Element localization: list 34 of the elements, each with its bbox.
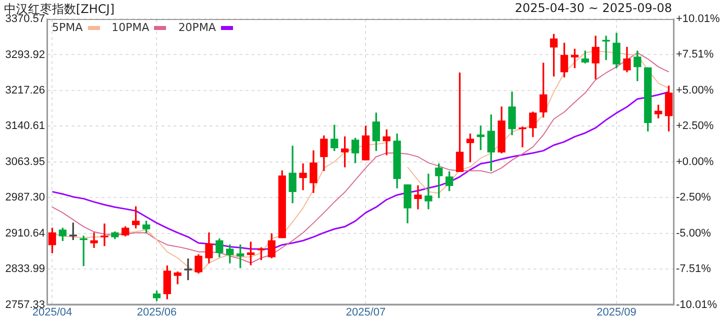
candlestick	[90, 232, 98, 248]
x-tick-label: 2025/07	[346, 306, 386, 318]
candlestick	[100, 224, 108, 246]
legend-label: 20PMA	[178, 21, 217, 34]
y-tick-label: 3217.26	[5, 84, 45, 96]
legend-label: 10PMA	[112, 21, 150, 34]
y-tick-label: 3370.57	[5, 13, 45, 26]
candlestick	[424, 174, 432, 210]
legend-label: 5PMA	[52, 21, 84, 34]
x-tick-label: 2025/06	[136, 306, 177, 318]
y2-tick-label: +7.51%	[676, 48, 714, 61]
x-tick-label: 2025/09	[596, 306, 636, 318]
y-tick-label: 2910.64	[5, 227, 45, 240]
chart-subtitle: 2025-04-30 ~ 2025-09-08	[514, 1, 672, 15]
candlestick	[299, 163, 307, 190]
candlestick	[518, 126, 526, 148]
y2-tick-label: -7.51%	[676, 263, 712, 276]
y-tick-label: 2833.99	[5, 263, 45, 276]
y2-tick-label: +0.00%	[676, 156, 714, 168]
y2-tick-label: +5.00%	[676, 84, 714, 97]
candlestick	[414, 185, 422, 210]
y2-tick-label: +10.01%	[676, 13, 720, 26]
y2-tick-label: -10.01%	[676, 298, 718, 311]
candlestick	[602, 36, 610, 60]
y-tick-label: 3140.61	[5, 120, 45, 132]
y2-tick-label: -5.00%	[676, 227, 712, 240]
y-tick-label: 2987.30	[5, 192, 45, 204]
y-tick-label: 3063.95	[5, 156, 45, 168]
x-tick-label: 2025/04	[32, 306, 72, 318]
y2-tick-label: +2.50%	[676, 120, 714, 132]
y-tick-label: 3293.92	[5, 48, 45, 61]
candlestick	[184, 258, 192, 280]
y2-tick-label: -2.50%	[676, 192, 712, 204]
candlestick	[80, 236, 88, 266]
